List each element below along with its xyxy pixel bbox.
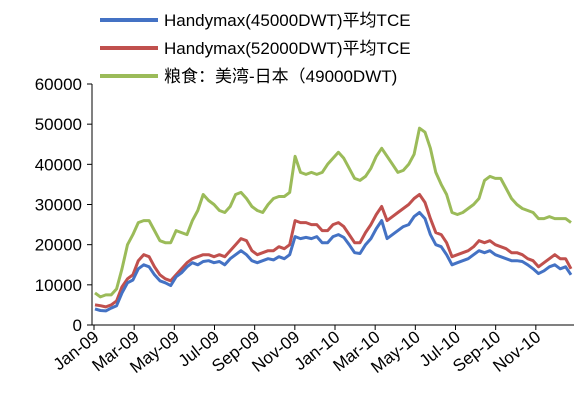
y-tick-label: 40000 [35,155,82,174]
series-line-3 [94,126,572,299]
y-tick-label: 0 [73,316,82,335]
y-tick-label: 10000 [35,276,82,295]
legend-label-2: Handymax(52000DWT)平均TCE [164,39,411,58]
y-tick-label: 60000 [35,75,82,94]
y-tick-label: 20000 [35,236,82,255]
series-layer [94,126,573,313]
y-tick-label: 30000 [35,196,82,215]
axes: 0100002000030000400005000060000Jan-09Mar… [35,75,574,377]
legend: Handymax(45000DWT)平均TCE Handymax(52000DWT… [100,11,411,86]
series-line-2 [94,193,573,309]
y-tick-label: 50000 [35,115,82,134]
legend-label-3: 粮食：美湾-日本（49000DWT) [164,67,397,86]
legend-label-1: Handymax(45000DWT)平均TCE [164,11,411,30]
series-line-1 [94,211,573,313]
